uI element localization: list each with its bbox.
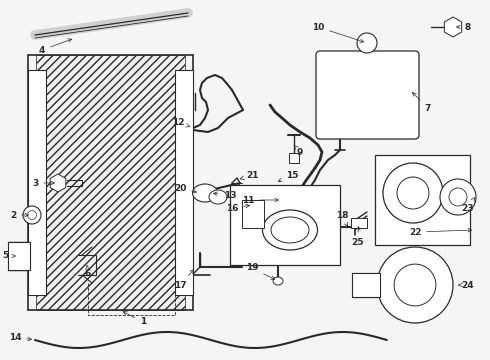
Bar bbox=[352, 273, 380, 297]
Circle shape bbox=[397, 177, 429, 209]
Polygon shape bbox=[50, 174, 66, 192]
Text: 4: 4 bbox=[39, 39, 72, 54]
Text: 2: 2 bbox=[10, 211, 28, 220]
Text: 24: 24 bbox=[459, 280, 474, 289]
Bar bbox=[36, 55, 185, 310]
Circle shape bbox=[440, 179, 476, 215]
Text: 3: 3 bbox=[32, 179, 54, 188]
Text: 8: 8 bbox=[457, 23, 471, 32]
Text: 23: 23 bbox=[462, 198, 475, 212]
Ellipse shape bbox=[263, 210, 318, 250]
Bar bbox=[28, 70, 46, 295]
Bar bbox=[242, 200, 264, 228]
Text: 17: 17 bbox=[173, 270, 194, 289]
Bar bbox=[230, 185, 340, 265]
Circle shape bbox=[27, 211, 36, 220]
Text: 14: 14 bbox=[9, 333, 31, 342]
Circle shape bbox=[394, 264, 436, 306]
Polygon shape bbox=[444, 17, 462, 37]
Text: 20: 20 bbox=[174, 184, 196, 193]
Ellipse shape bbox=[209, 190, 227, 204]
Bar bbox=[289, 153, 299, 163]
Text: 18: 18 bbox=[336, 211, 348, 226]
Ellipse shape bbox=[273, 277, 283, 285]
Bar bbox=[375, 155, 470, 245]
Circle shape bbox=[23, 206, 41, 224]
Circle shape bbox=[449, 188, 467, 206]
Text: 15: 15 bbox=[278, 171, 298, 181]
Text: 21: 21 bbox=[240, 171, 258, 180]
Bar bbox=[36, 55, 185, 310]
Text: 22: 22 bbox=[409, 228, 471, 237]
Text: 25: 25 bbox=[351, 226, 363, 247]
FancyBboxPatch shape bbox=[316, 51, 419, 139]
Ellipse shape bbox=[271, 217, 309, 243]
Text: 9: 9 bbox=[294, 145, 303, 157]
Circle shape bbox=[357, 33, 377, 53]
Bar bbox=[175, 70, 193, 295]
Text: 5: 5 bbox=[2, 252, 16, 261]
Circle shape bbox=[383, 163, 443, 223]
Bar bbox=[351, 218, 367, 228]
Bar bbox=[8, 242, 30, 270]
Text: 6: 6 bbox=[85, 266, 91, 278]
Text: 19: 19 bbox=[245, 264, 275, 279]
Text: 16: 16 bbox=[226, 203, 249, 212]
Ellipse shape bbox=[193, 184, 218, 202]
Text: 12: 12 bbox=[172, 117, 190, 127]
Text: 13: 13 bbox=[214, 190, 236, 199]
Text: 1: 1 bbox=[123, 312, 146, 327]
Text: 10: 10 bbox=[312, 23, 364, 42]
Text: 7: 7 bbox=[413, 93, 431, 113]
Circle shape bbox=[377, 247, 453, 323]
Text: 11: 11 bbox=[242, 195, 278, 204]
